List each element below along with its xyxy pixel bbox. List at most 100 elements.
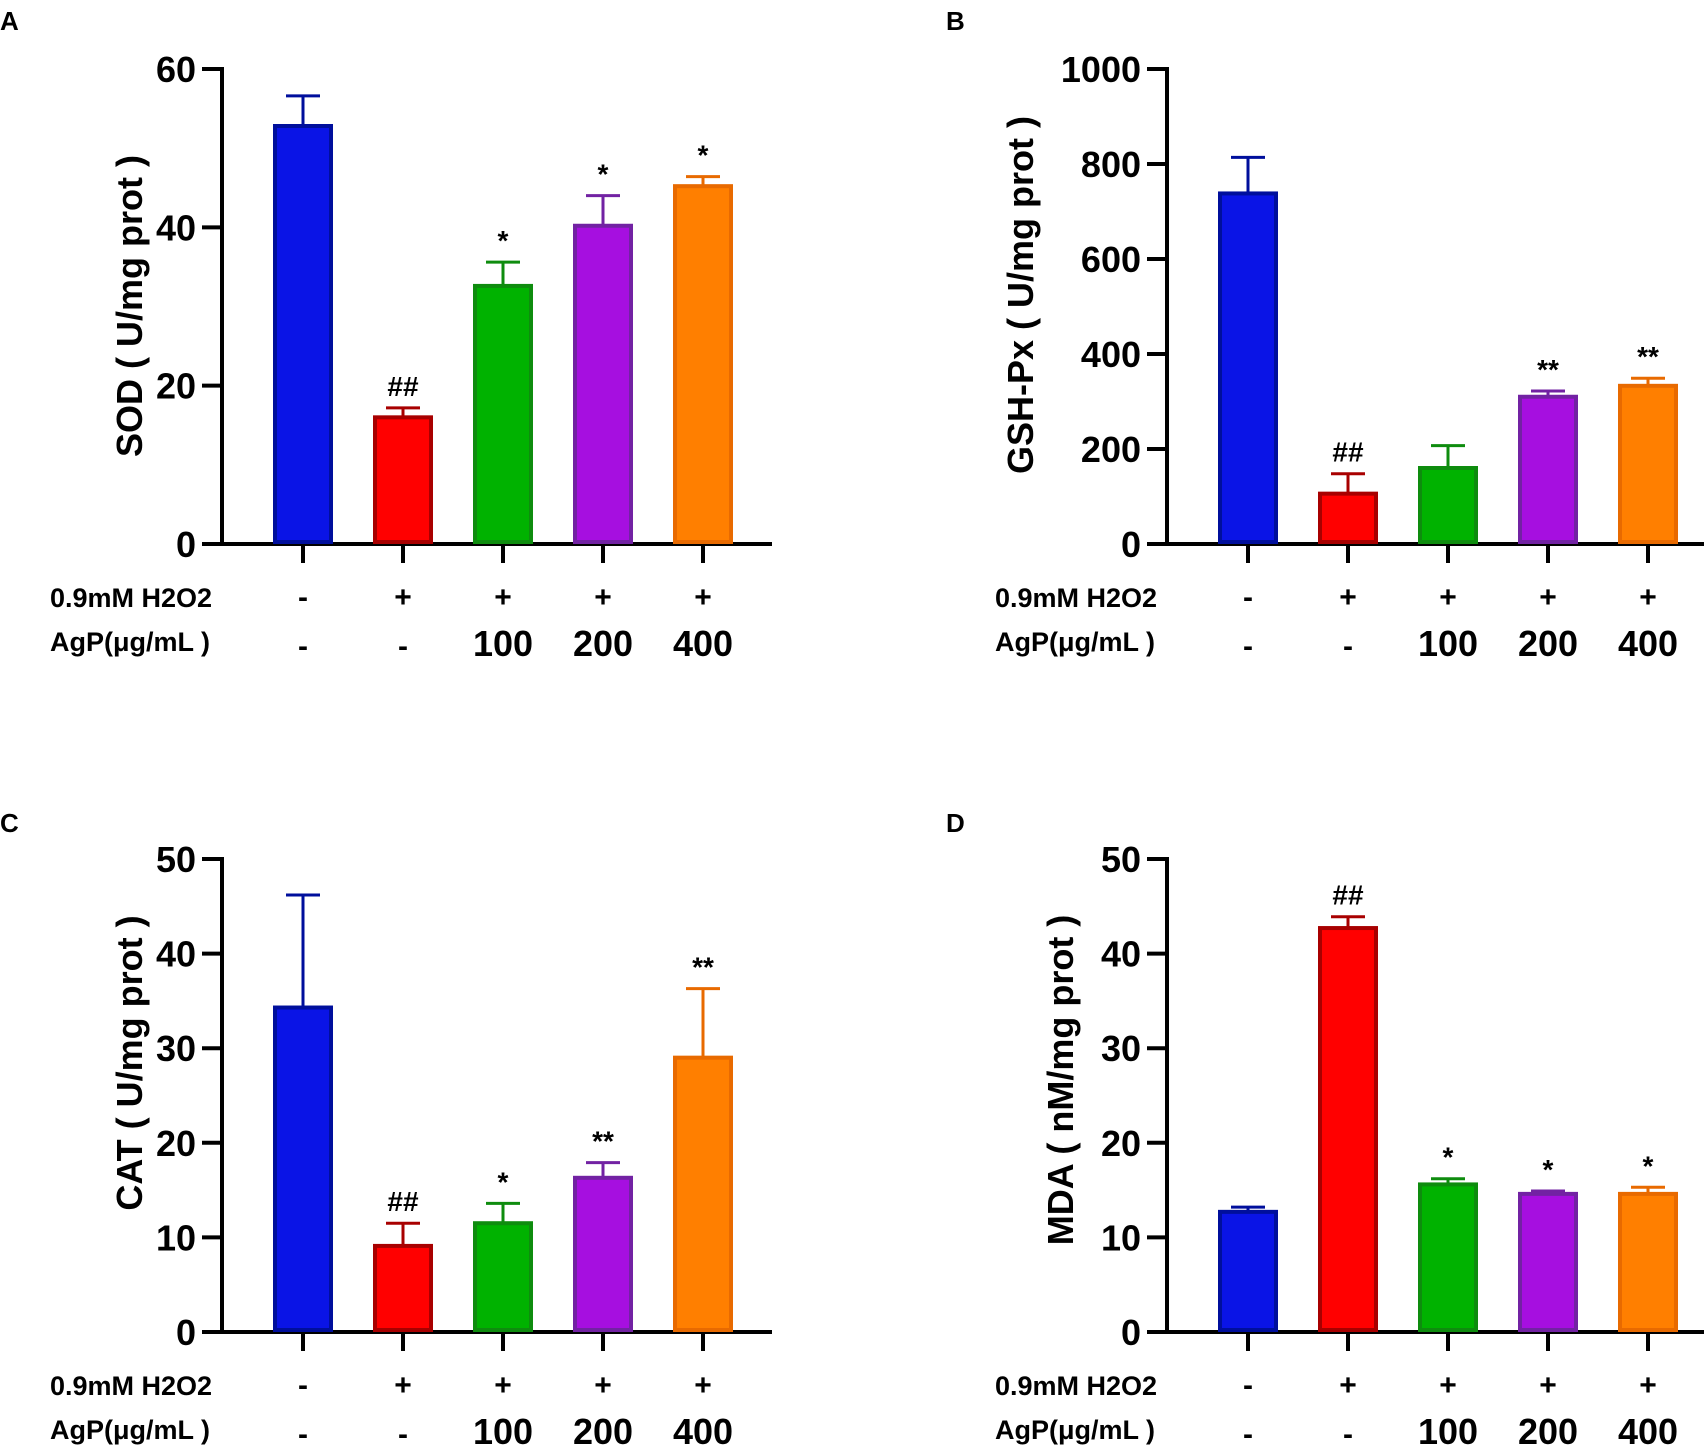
y-tick-label: 0 xyxy=(1121,524,1141,565)
y-tick-label: 30 xyxy=(156,1028,196,1069)
panel-letter: A xyxy=(0,6,19,36)
y-tick-label: 0 xyxy=(176,1312,196,1353)
bar xyxy=(373,415,433,545)
y-tick-label: 30 xyxy=(1101,1028,1141,1069)
agp-dose: 100 xyxy=(1418,623,1478,664)
h2o2-condition: - xyxy=(298,581,308,614)
y-tick-label: 20 xyxy=(156,366,196,407)
row-label-agp: AgP(μg/mL ) xyxy=(995,1415,1155,1445)
significance-mark: ## xyxy=(1332,437,1364,468)
agp-dose: - xyxy=(398,1418,408,1446)
panel-b: B GSH-Px ( U/mg prot ) 0 200 400 600 800 1000 0.… xyxy=(946,6,1704,664)
y-axis-label: GSH-Px ( U/mg prot ) xyxy=(1000,116,1041,474)
h2o2-condition: + xyxy=(494,581,512,614)
panel-letter: C xyxy=(0,808,19,838)
significance-mark: ** xyxy=(1637,341,1659,372)
h2o2-condition: + xyxy=(1539,581,1557,614)
row-label-h2o2: 0.9mM H2O2 xyxy=(995,1371,1157,1401)
agp-dose: 400 xyxy=(1618,623,1678,664)
significance-mark: * xyxy=(1543,1154,1554,1185)
bar xyxy=(1318,491,1378,544)
bar xyxy=(1418,466,1478,544)
significance-mark: * xyxy=(1443,1142,1454,1173)
h2o2-condition: + xyxy=(1439,1369,1457,1402)
row-label-agp: AgP(μg/mL ) xyxy=(50,627,210,657)
y-tick-label: 40 xyxy=(1101,934,1141,975)
h2o2-condition: + xyxy=(394,1369,412,1402)
bar xyxy=(1518,394,1578,544)
h2o2-condition: + xyxy=(694,581,712,614)
h2o2-condition: + xyxy=(594,1369,612,1402)
agp-dose: - xyxy=(298,1418,308,1446)
y-tick-label: 10 xyxy=(156,1217,196,1258)
panel-d: D MDA ( nM/mg prot ) 0 10 20 30 40 50 0.9mM H2O2… xyxy=(946,808,1704,1446)
row-label-agp: AgP(μg/mL ) xyxy=(995,627,1155,657)
h2o2-condition: - xyxy=(1243,581,1253,614)
significance-mark: ## xyxy=(1332,880,1364,911)
significance-mark: * xyxy=(498,225,509,256)
bar xyxy=(1618,383,1678,545)
y-axis-label: MDA ( nM/mg prot ) xyxy=(1040,915,1081,1246)
agp-dose: - xyxy=(1343,1418,1353,1446)
h2o2-condition: + xyxy=(694,1369,712,1402)
bar xyxy=(1518,1191,1578,1333)
bar xyxy=(1318,926,1378,1332)
row-label-h2o2: 0.9mM H2O2 xyxy=(995,583,1157,613)
agp-dose: 200 xyxy=(573,623,633,664)
panel-a: A SOD ( U/mg prot ) 0 20 40 60 0.9mM H2O2 AgP(μ… xyxy=(0,6,772,664)
y-tick-label: 400 xyxy=(1081,334,1141,375)
y-tick-label: 40 xyxy=(156,207,196,248)
bar xyxy=(1218,191,1278,544)
bar xyxy=(673,1055,733,1333)
y-tick-label: 200 xyxy=(1081,429,1141,470)
y-tick-label: 800 xyxy=(1081,144,1141,185)
bar xyxy=(273,1005,333,1332)
significance-mark: ** xyxy=(592,1126,614,1157)
agp-dose: - xyxy=(1243,1418,1253,1446)
row-label-h2o2: 0.9mM H2O2 xyxy=(50,1371,212,1401)
significance-mark: ** xyxy=(692,952,714,983)
h2o2-condition: - xyxy=(298,1369,308,1402)
y-tick-label: 1000 xyxy=(1061,49,1141,90)
agp-dose: - xyxy=(1243,630,1253,663)
h2o2-condition: + xyxy=(1539,1369,1557,1402)
bar xyxy=(573,223,633,544)
significance-mark: * xyxy=(498,1166,509,1197)
agp-dose: 100 xyxy=(473,623,533,664)
y-axis-label: CAT ( U/mg prot ) xyxy=(109,915,150,1210)
agp-dose: 400 xyxy=(673,1411,733,1446)
y-tick-label: 20 xyxy=(1101,1123,1141,1164)
bar xyxy=(1618,1191,1678,1333)
y-tick-label: 0 xyxy=(176,524,196,565)
h2o2-condition: - xyxy=(1243,1369,1253,1402)
row-label-h2o2: 0.9mM H2O2 xyxy=(50,583,212,613)
h2o2-condition: + xyxy=(1639,1369,1657,1402)
significance-mark: * xyxy=(598,159,609,190)
row-label-agp: AgP(μg/mL ) xyxy=(50,1415,210,1445)
agp-dose: 200 xyxy=(1518,1411,1578,1446)
agp-dose: 200 xyxy=(573,1411,633,1446)
agp-dose: 400 xyxy=(673,623,733,664)
significance-mark: * xyxy=(1643,1150,1654,1181)
y-tick-label: 50 xyxy=(156,839,196,880)
panel-letter: B xyxy=(946,6,965,36)
h2o2-condition: + xyxy=(1639,581,1657,614)
agp-dose: - xyxy=(398,630,408,663)
y-tick-label: 60 xyxy=(156,49,196,90)
y-tick-label: 600 xyxy=(1081,239,1141,280)
bar xyxy=(1218,1209,1278,1333)
y-tick-label: 20 xyxy=(156,1123,196,1164)
y-axis-label: SOD ( U/mg prot ) xyxy=(109,155,150,457)
panel-c: C CAT ( U/mg prot ) 0 10 20 30 40 50 0.9mM H2O2 A… xyxy=(0,808,772,1446)
agp-dose: - xyxy=(1343,630,1353,663)
h2o2-condition: + xyxy=(1339,581,1357,614)
bar xyxy=(473,1221,533,1332)
agp-dose: 400 xyxy=(1618,1411,1678,1446)
agp-dose: 200 xyxy=(1518,623,1578,664)
bar xyxy=(273,124,333,544)
y-tick-label: 50 xyxy=(1101,839,1141,880)
h2o2-condition: + xyxy=(394,581,412,614)
significance-mark: * xyxy=(698,140,709,171)
bar xyxy=(1418,1182,1478,1332)
